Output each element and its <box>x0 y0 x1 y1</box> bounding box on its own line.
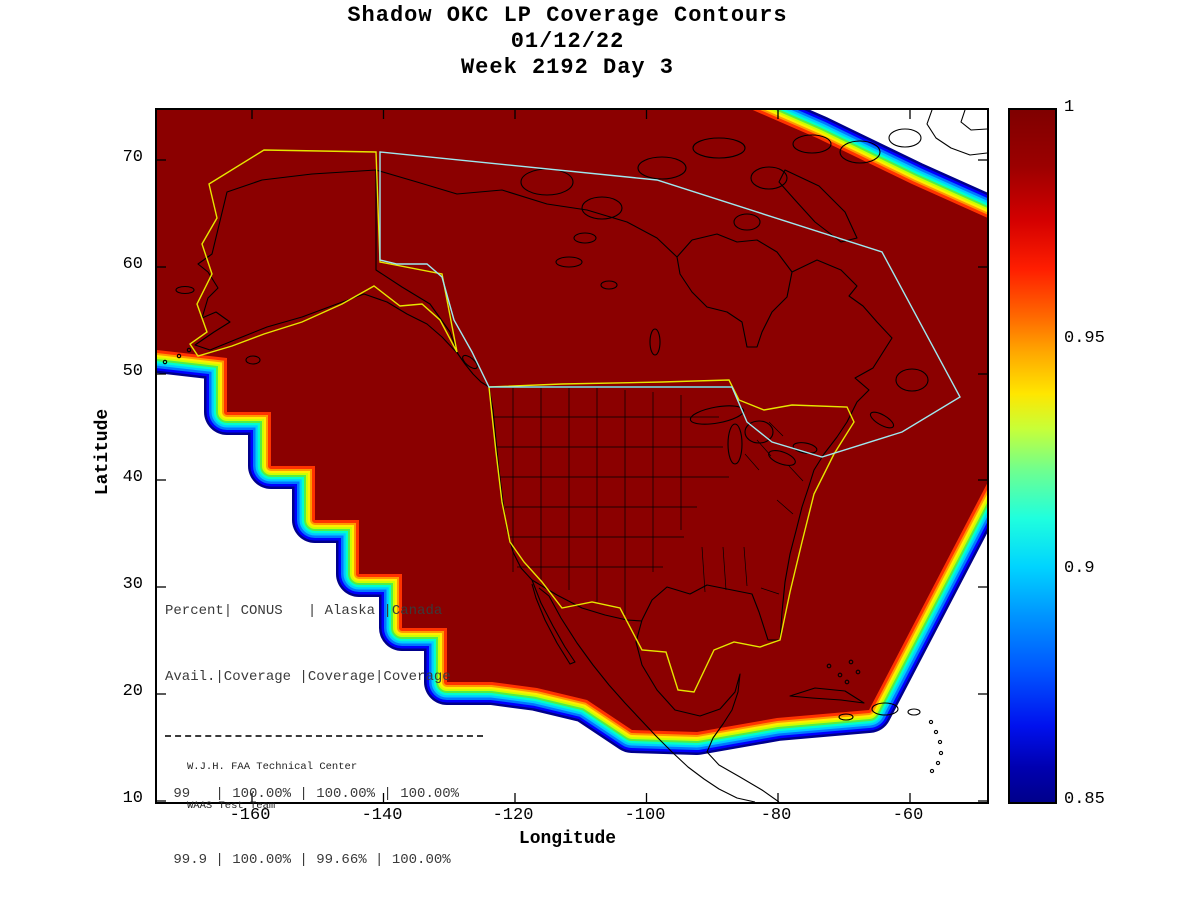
y-tick-10: 10 <box>122 789 143 808</box>
x-tick-n160: -160 <box>229 806 271 825</box>
coverage-region <box>157 110 987 755</box>
coverage-stats-table: Percent| CONUS | Alaska |Canada Avail.|C… <box>165 556 483 900</box>
y-tick-60: 60 <box>122 255 143 274</box>
state-borders <box>493 387 804 615</box>
y-tick-70: 70 <box>122 148 143 167</box>
y-tick-30: 30 <box>122 575 143 594</box>
hispaniola <box>871 702 899 716</box>
east-coast <box>635 259 893 802</box>
stats-header-line1: Percent| CONUS | Alaska |Canada <box>165 603 443 619</box>
axis-ticks <box>157 110 987 802</box>
x-tick-n80: -80 <box>760 806 792 825</box>
colorbar <box>1008 108 1057 804</box>
x-tick-n60: -60 <box>892 806 924 825</box>
arctic-coast <box>375 169 678 258</box>
y-axis-label: Latitude <box>93 408 113 496</box>
chart-title-line2: 01/12/22 <box>510 29 625 54</box>
chart-title-block: Shadow OKC LP Coverage Contours 01/12/22… <box>0 3 1135 81</box>
baja-california <box>531 579 576 665</box>
hudson-bay <box>676 233 793 348</box>
st-lawrence-island <box>175 285 195 295</box>
great-bear-lake <box>555 256 583 268</box>
nova-scotia <box>869 411 895 429</box>
alaska-coast <box>194 169 459 355</box>
stats-header-line2: Avail.|Coverage |Coverage|Coverage <box>165 669 451 685</box>
stats-row-99-9: 99.9 | 100.00% | 99.66% | 100.00% <box>165 852 451 868</box>
lake-superior <box>689 405 745 425</box>
newfoundland <box>895 368 929 392</box>
y-tick-40: 40 <box>122 468 143 487</box>
greenland-coast <box>926 110 987 156</box>
colorbar-tick-095: 0.95 <box>1064 329 1105 348</box>
jamaica <box>838 713 854 721</box>
kodiak-island <box>245 355 261 365</box>
coverage-map <box>157 110 987 802</box>
credit-line1: W.J.H. FAA Technical Center <box>187 761 358 773</box>
credit-text: W.J.H. FAA Technical Center WAAS Test Te… <box>187 735 357 839</box>
great-slave-lake <box>573 232 597 244</box>
chart-title-line1: Shadow OKC LP Coverage Contours <box>347 3 788 28</box>
vancouver-island <box>462 354 478 370</box>
puerto-rico <box>907 708 921 716</box>
colorbar-tick-09: 0.9 <box>1064 559 1095 578</box>
lake-ontario <box>792 442 818 454</box>
baffin-island <box>778 169 858 243</box>
lake-winnipeg <box>649 328 661 356</box>
mexico-pacific-coast <box>538 587 756 802</box>
stats-divider <box>165 735 483 737</box>
chart-title-line3: Week 2192 Day 3 <box>460 55 675 80</box>
conus-coverage-boundary <box>488 379 855 693</box>
y-tick-20: 20 <box>122 682 143 701</box>
alaska-coverage-boundary <box>189 149 458 357</box>
x-axis-label: Longitude <box>518 829 617 849</box>
lake-huron <box>744 420 774 444</box>
canada-coverage-boundary <box>379 151 961 458</box>
y-tick-50: 50 <box>122 362 143 381</box>
cuba <box>789 687 865 704</box>
lake-michigan <box>727 423 743 465</box>
colorbar-tick-1: 1 <box>1064 98 1075 117</box>
credit-line2: WAAS Test Team <box>187 800 276 812</box>
x-tick-n100: -100 <box>624 806 666 825</box>
lake-athabasca <box>600 280 618 290</box>
plot-area: Percent| CONUS | Alaska |Canada Avail.|C… <box>155 108 989 868</box>
us-mexico-border <box>531 579 643 622</box>
x-tick-n140: -140 <box>361 806 403 825</box>
x-tick-n120: -120 <box>492 806 534 825</box>
stats-row-99: 99 | 100.00% | 100.00% | 100.00% <box>165 786 460 802</box>
colorbar-tick-085: 0.85 <box>1064 790 1105 809</box>
